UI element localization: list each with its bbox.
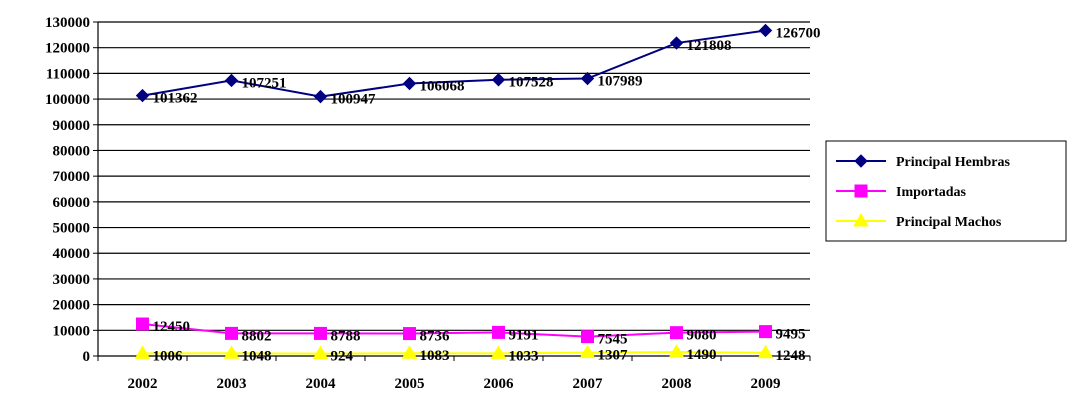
y-tick-label: 20000: [53, 298, 91, 314]
y-tick-label: 100000: [45, 92, 90, 108]
series-lines: [134, 23, 774, 360]
data-label: 7545: [598, 332, 628, 348]
y-tick-label: 130000: [45, 15, 90, 31]
legend-marker: [854, 154, 868, 168]
data-label: 1490: [687, 347, 717, 363]
x-tick-label: 2007: [573, 376, 604, 392]
data-point: [313, 89, 328, 104]
data-point: [669, 36, 684, 50]
data-point: [136, 317, 149, 331]
grid-lines: [98, 21, 810, 357]
data-label: 101362: [153, 91, 198, 107]
series-line: [142, 351, 766, 355]
x-tick-label: 2005: [395, 376, 425, 392]
data-point: [134, 345, 151, 359]
legend-label: Principal Machos: [896, 215, 1002, 230]
data-label: 100947: [331, 92, 377, 108]
y-tick-label: 0: [83, 349, 91, 365]
x-tick-label: 2003: [217, 376, 247, 392]
data-label: 1307: [598, 348, 629, 364]
data-point: [403, 327, 416, 341]
y-tick-label: 50000: [53, 221, 91, 237]
data-point: [224, 73, 239, 88]
legend-marker: [853, 213, 869, 227]
data-label: 107251: [242, 75, 287, 91]
data-point: [580, 71, 595, 86]
data-label: 1083: [420, 348, 450, 364]
data-point: [581, 330, 594, 344]
data-point: [225, 326, 238, 340]
data-point: [223, 345, 240, 359]
legend-label: Principal Hembras: [896, 155, 1010, 170]
data-label: 106068: [420, 78, 465, 94]
x-tick-label: 2004: [306, 376, 337, 392]
y-tick-label: 80000: [53, 143, 91, 159]
data-label: 9080: [687, 328, 717, 344]
data-label: 8788: [331, 328, 361, 344]
data-label: 1006: [153, 348, 184, 364]
data-label: 924: [331, 349, 354, 365]
data-point: [402, 76, 417, 91]
data-label: 12450: [153, 319, 191, 335]
x-axis: 2002 2003 2004 2005 2006 2007 2008 2009: [97, 356, 811, 392]
y-tick-label: 120000: [45, 41, 90, 57]
data-point: [314, 326, 327, 340]
legend-label: Importadas: [896, 185, 967, 200]
legend-marker: [854, 184, 868, 198]
data-label: 107528: [509, 75, 554, 91]
data-label: 9191: [509, 327, 539, 343]
y-axis: 0 10000 20000 30000 40000 50000 60000 70000 8000…: [45, 15, 99, 365]
data-label: 1033: [509, 348, 539, 364]
data-point: [758, 23, 773, 38]
data-point: [135, 88, 150, 103]
y-tick-label: 60000: [53, 195, 91, 211]
data-label: 126700: [776, 25, 821, 41]
y-tick-label: 70000: [53, 169, 91, 185]
y-tick-label: 110000: [46, 66, 90, 82]
data-point: [757, 344, 774, 359]
data-labels: 101362 107251 100947 106068 107528 107989 1218…: [153, 25, 821, 364]
x-tick-label: 2002: [128, 376, 158, 392]
series-line: [142, 323, 766, 338]
data-point: [401, 345, 418, 359]
data-label: 9495: [776, 327, 806, 343]
data-label: 1248: [776, 348, 806, 364]
y-tick-label: 10000: [53, 323, 91, 339]
x-tick-label: 2008: [662, 376, 692, 392]
y-tick-label: 40000: [53, 246, 91, 262]
data-label: 1048: [242, 348, 272, 364]
data-point: [492, 325, 505, 339]
legend: Principal Hembras Importadas Principal Mac…: [825, 140, 1067, 242]
x-tick-label: 2006: [484, 376, 515, 392]
data-point: [670, 326, 683, 340]
data-point: [491, 73, 506, 87]
y-tick-label: 30000: [53, 272, 91, 288]
data-point: [312, 345, 329, 360]
x-tick-label: 2009: [751, 376, 781, 392]
data-point: [579, 344, 596, 359]
data-label: 121808: [687, 38, 732, 54]
y-tick-label: 90000: [53, 118, 91, 134]
data-point: [490, 345, 507, 359]
data-point: [668, 344, 685, 358]
data-label: 107989: [598, 74, 643, 90]
series-line: [142, 29, 766, 98]
data-label: 8736: [420, 329, 451, 345]
data-point: [759, 325, 772, 339]
data-label: 8802: [242, 328, 272, 344]
